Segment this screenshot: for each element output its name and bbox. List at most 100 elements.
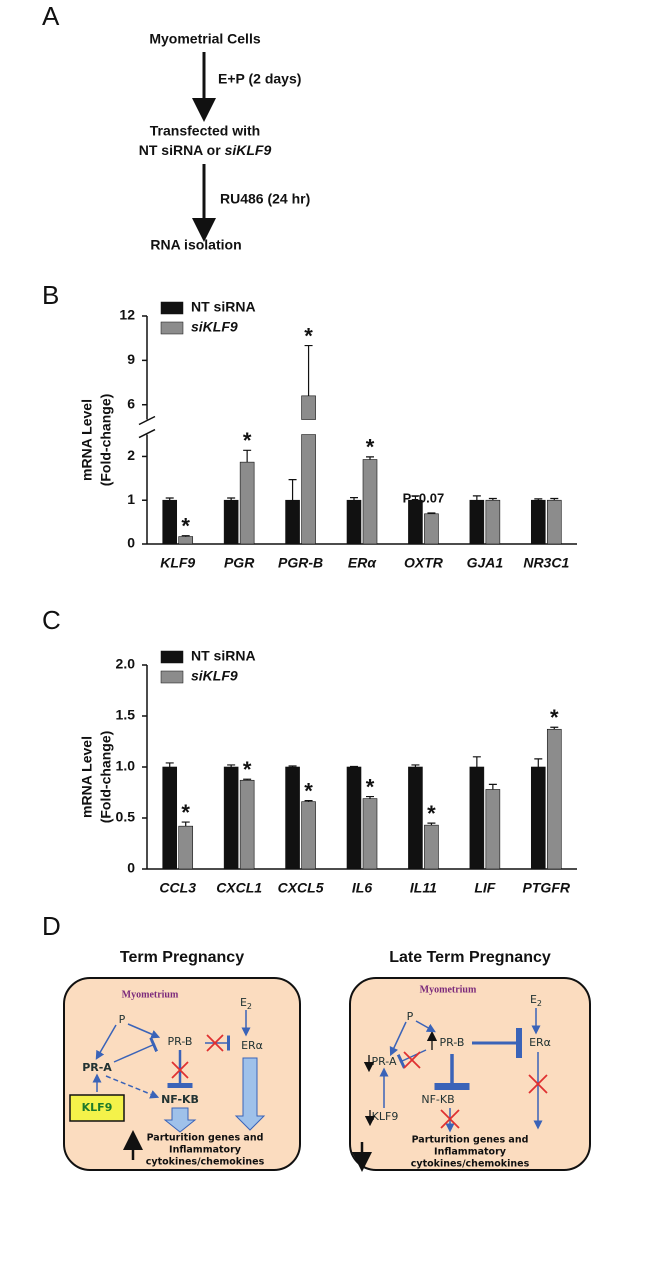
error-bar — [227, 497, 236, 501]
flow-text: NT siRNA or — [139, 142, 225, 158]
cell-box — [349, 977, 591, 1171]
bar — [485, 789, 501, 870]
bar — [546, 728, 562, 870]
error-bar — [550, 726, 559, 730]
error-bar — [350, 496, 358, 501]
error-bar — [243, 449, 252, 463]
node: NF-KB — [421, 1093, 454, 1106]
arrows — [92, 1010, 251, 1099]
y-axis-label: (Fold-change) — [98, 731, 114, 824]
error-bar — [165, 497, 174, 501]
error-bar — [534, 498, 543, 501]
error-bar — [534, 758, 543, 767]
x-tick-label: OXTR — [404, 555, 444, 571]
error-bar — [304, 344, 313, 396]
error-bar — [427, 512, 436, 514]
bar — [301, 434, 316, 545]
y-tick-label: 12 — [119, 307, 135, 323]
bar — [424, 824, 439, 870]
annotation: * — [181, 800, 190, 825]
error-bar — [288, 479, 297, 501]
outcome: Parturition genes and — [147, 1133, 264, 1144]
bar — [301, 801, 316, 870]
bar — [239, 461, 255, 545]
node: NF-KB — [161, 1093, 199, 1106]
legend-label: NT siRNA — [191, 299, 256, 315]
annotation: * — [181, 513, 190, 538]
bar — [223, 499, 239, 545]
annotation: * — [550, 705, 559, 730]
node: PR-B — [168, 1035, 193, 1048]
outcome: Inflammatory — [169, 1145, 242, 1156]
block-x — [403, 1051, 548, 1129]
bar — [301, 395, 316, 420]
panel-label: B — [42, 280, 59, 310]
error-bar — [366, 795, 374, 799]
x-tick-label: CXCL5 — [278, 880, 324, 896]
region-label: Myometrium — [420, 984, 477, 995]
outcome: Parturition genes and — [412, 1135, 529, 1146]
bar — [424, 513, 439, 545]
error-bar — [227, 764, 236, 767]
node: KLF9 — [372, 1110, 399, 1123]
node-text: E — [530, 993, 537, 1006]
bar — [346, 766, 362, 870]
bar — [285, 499, 300, 545]
diagram-title: Late Term Pregnancy — [389, 949, 551, 966]
bar — [408, 499, 423, 545]
annotation: * — [243, 757, 252, 782]
level-arrows — [363, 1030, 438, 1127]
annotation: * — [366, 774, 375, 799]
flow-step: RNA isolation — [150, 237, 241, 253]
flow-step: Transfected with — [150, 123, 260, 139]
flow-gene: siKLF9 — [225, 142, 272, 158]
annotation: * — [243, 428, 252, 453]
bar — [530, 499, 546, 545]
bar — [239, 779, 255, 870]
big-arrow — [163, 1107, 197, 1133]
error-bar — [350, 765, 358, 768]
x-tick-label: GJA1 — [467, 555, 504, 571]
node: E2 — [530, 993, 542, 1008]
annotation: * — [304, 323, 313, 348]
y-axis-label: mRNA Level — [79, 736, 95, 818]
node: ERα — [529, 1036, 551, 1049]
node: P — [119, 1013, 126, 1026]
error-bar — [472, 495, 481, 501]
y-axis-label: mRNA Level — [79, 399, 95, 481]
legend-label: NT siRNA — [191, 648, 256, 664]
error-bar — [181, 821, 190, 827]
y-tick-label: 1.0 — [116, 758, 136, 774]
annotation: * — [366, 435, 375, 460]
annotation: P=0.07 — [403, 490, 445, 505]
bar — [530, 766, 546, 870]
y-tick-label: 9 — [127, 351, 135, 367]
bar — [362, 798, 378, 870]
bar — [178, 825, 194, 870]
y-tick-label: 0 — [127, 860, 135, 876]
error-bar — [304, 800, 313, 802]
bar — [162, 499, 178, 545]
error-bar — [181, 535, 190, 537]
legend-label: siKLF9 — [191, 319, 238, 335]
panel-label: A — [42, 1, 60, 31]
outcome: cytokines/chemokines — [411, 1159, 530, 1170]
bar — [469, 499, 485, 545]
flow-treatment: E+P (2 days) — [218, 71, 301, 87]
axis-break — [138, 428, 156, 439]
outcome: Inflammatory — [434, 1147, 507, 1158]
annotation: * — [427, 801, 436, 826]
bar — [362, 459, 378, 545]
node: P — [407, 1010, 414, 1023]
outcome: cytokines/chemokines — [146, 1157, 265, 1168]
bar — [346, 499, 362, 545]
x-tick-label: PGR-B — [278, 555, 323, 571]
y-tick-label: 0 — [127, 535, 135, 551]
node: E2 — [240, 996, 252, 1011]
region-label: Myometrium — [122, 989, 179, 1000]
error-bar — [550, 497, 559, 501]
node: ERα — [241, 1039, 263, 1052]
x-tick-label: LIF — [474, 880, 495, 896]
